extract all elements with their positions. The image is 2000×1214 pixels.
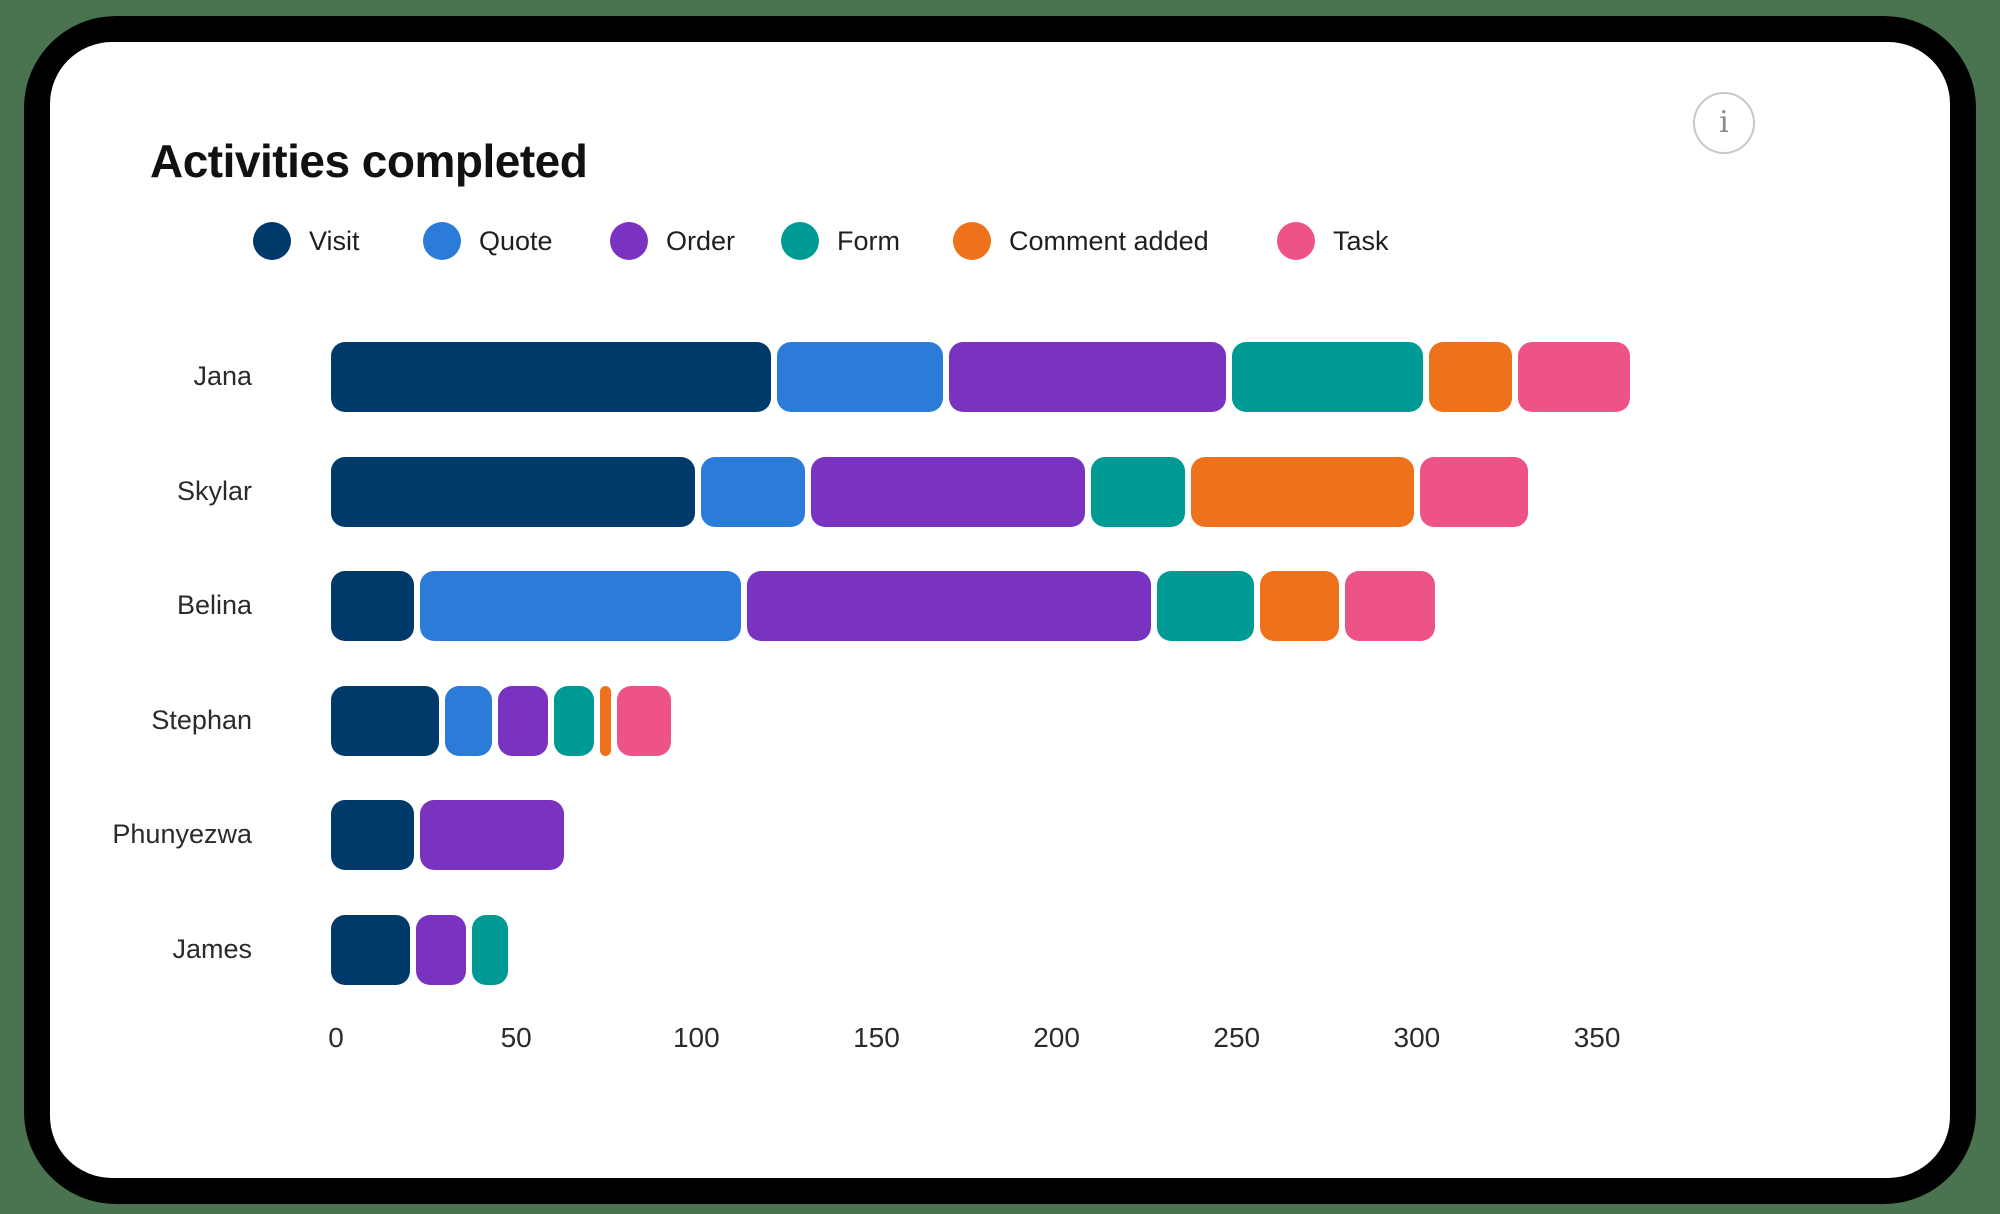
- axis-tick-label: 50: [500, 1022, 532, 1053]
- chart-title: Activities completed: [150, 135, 588, 187]
- legend-item-quote[interactable]: Quote: [423, 222, 553, 260]
- info-button[interactable]: i: [1693, 92, 1755, 154]
- bar-segment-comment-added[interactable]: [1260, 571, 1339, 641]
- bar-segment-order[interactable]: [949, 342, 1226, 412]
- axis-tick-label: 150: [853, 1022, 900, 1053]
- bar-segment-task[interactable]: [1518, 342, 1630, 412]
- bar-segment-form[interactable]: [1091, 457, 1185, 527]
- bar-segment-task[interactable]: [1420, 457, 1528, 527]
- bar-segment-visit[interactable]: [331, 800, 414, 870]
- category-label: Belina: [176, 590, 252, 620]
- legend-swatch-icon: [1277, 222, 1315, 260]
- axis-tick-label: 300: [1393, 1022, 1441, 1053]
- legend-swatch-icon: [253, 222, 291, 260]
- axis-tick-label: 0: [328, 1022, 344, 1053]
- legend-label: Order: [666, 225, 736, 256]
- bar-segment-form[interactable]: [472, 915, 508, 985]
- bar-segment-visit[interactable]: [331, 342, 771, 412]
- bar-segment-order[interactable]: [811, 457, 1085, 527]
- bar-segment-task[interactable]: [1345, 571, 1435, 641]
- info-icon: i: [1719, 105, 1729, 140]
- bar-segment-visit[interactable]: [331, 686, 439, 756]
- category-label: Phunyezwa: [112, 819, 252, 849]
- legend-label: Task: [1333, 225, 1389, 256]
- axis-tick-label: 350: [1573, 1022, 1621, 1053]
- legend-item-form[interactable]: Form: [781, 222, 900, 260]
- legend-label: Visit: [309, 225, 360, 256]
- bar-segment-order[interactable]: [420, 800, 564, 870]
- axis-tick-label: 250: [1213, 1022, 1261, 1053]
- category-label: Skylar: [176, 476, 252, 506]
- bar-row: [331, 800, 564, 870]
- legend-item-order[interactable]: Order: [610, 222, 735, 260]
- bar-segment-quote[interactable]: [701, 457, 805, 527]
- legend-label: Comment added: [1009, 225, 1209, 256]
- bar-segment-quote[interactable]: [445, 686, 492, 756]
- bar-segment-order[interactable]: [747, 571, 1151, 641]
- legend-label: Form: [837, 225, 900, 256]
- bar-segment-visit[interactable]: [331, 571, 414, 641]
- bar-row: [331, 571, 1435, 641]
- legend-label: Quote: [479, 225, 553, 256]
- legend-swatch-icon: [423, 222, 461, 260]
- axis-tick-label: 100: [672, 1022, 720, 1053]
- bar-segment-comment-added[interactable]: [600, 686, 611, 756]
- bar-row: [331, 686, 671, 756]
- bar-row: [331, 342, 1630, 412]
- legend-item-task[interactable]: Task: [1277, 222, 1389, 260]
- category-label: Stephan: [151, 705, 252, 735]
- bar-segment-order[interactable]: [416, 915, 466, 985]
- bar-segment-quote[interactable]: [777, 342, 943, 412]
- legend-swatch-icon: [610, 222, 648, 260]
- bar-segment-order[interactable]: [498, 686, 548, 756]
- bar-row: [331, 915, 508, 985]
- bar-segment-quote[interactable]: [420, 571, 741, 641]
- bar-segment-comment-added[interactable]: [1191, 457, 1414, 527]
- bar-segment-form[interactable]: [1157, 571, 1254, 641]
- legend-swatch-icon: [781, 222, 819, 260]
- bar-segment-task[interactable]: [617, 686, 671, 756]
- bar-row: [331, 457, 1528, 527]
- bar-segment-visit[interactable]: [331, 457, 695, 527]
- legend-item-comment-added[interactable]: Comment added: [953, 222, 1209, 260]
- axis-tick-label: 200: [1033, 1022, 1080, 1053]
- legend-item-visit[interactable]: Visit: [253, 222, 360, 260]
- bar-segment-form[interactable]: [1232, 342, 1423, 412]
- bar-segment-comment-added[interactable]: [1429, 342, 1512, 412]
- category-label: James: [172, 934, 252, 964]
- bar-segment-visit[interactable]: [331, 915, 410, 985]
- legend-swatch-icon: [953, 222, 991, 260]
- bar-segment-form[interactable]: [554, 686, 594, 756]
- chart-card: Activities completed i Visit Quote Order Fo…: [50, 42, 1950, 1178]
- category-label: Jana: [193, 361, 252, 391]
